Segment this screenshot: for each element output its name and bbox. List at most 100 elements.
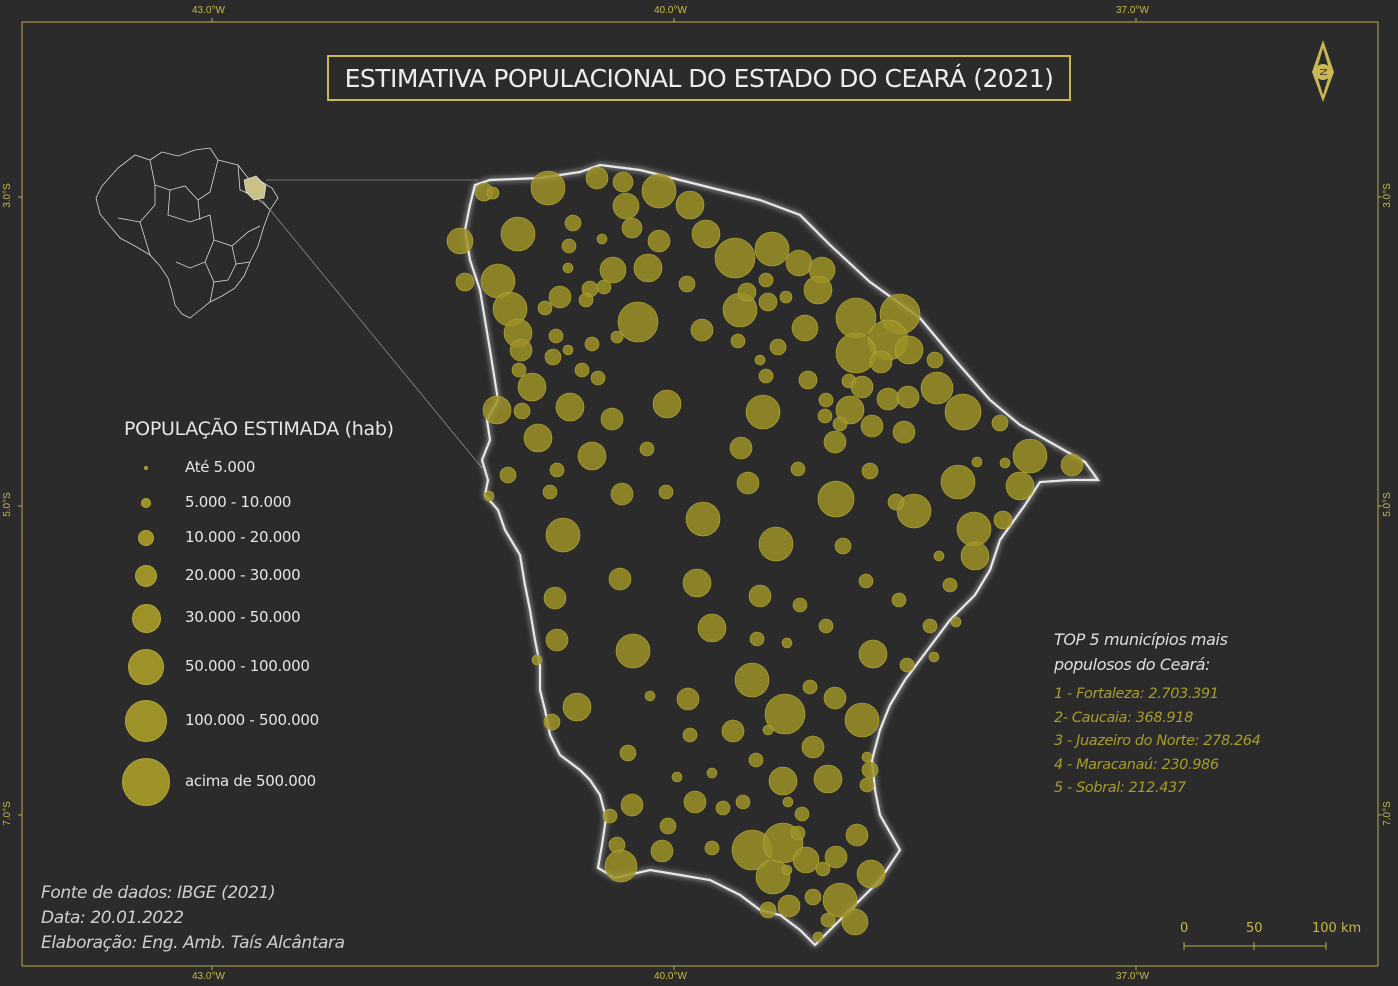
population-bubble <box>641 173 677 209</box>
legend-label: 20.000 - 30.000 <box>185 566 301 584</box>
population-bubble <box>549 462 565 478</box>
population-bubble <box>1005 471 1035 501</box>
lon-label-bottom-37: 37.0°W <box>1116 971 1149 982</box>
population-bubble <box>650 839 674 863</box>
population-bubble <box>734 662 770 698</box>
north-arrow-letter: N <box>1319 68 1330 75</box>
population-bubble <box>781 864 793 876</box>
population-bubble <box>676 687 700 711</box>
population-bubble <box>823 430 847 454</box>
population-bubble <box>754 231 790 267</box>
population-bubble <box>861 761 879 779</box>
top5-heading-line2: populosos do Ceará: <box>1054 655 1211 674</box>
population-bubble <box>511 362 527 378</box>
population-bubble <box>564 214 582 232</box>
legend-label: Até 5.000 <box>185 458 256 476</box>
population-bubble <box>748 752 764 768</box>
population-bubble <box>844 702 880 738</box>
population-bubble <box>617 301 659 343</box>
population-bubble <box>678 275 696 293</box>
population-bubble <box>755 859 791 895</box>
population-bubble <box>644 690 656 702</box>
population-bubble <box>1012 438 1048 474</box>
legend-symbol <box>122 758 170 806</box>
population-bubble <box>899 657 915 673</box>
population-bubble <box>817 408 833 424</box>
population-bubble <box>887 493 905 511</box>
population-bubble <box>585 166 609 190</box>
inset-connector-lines <box>261 179 483 469</box>
population-bubble <box>792 597 808 613</box>
population-bubble <box>729 436 753 460</box>
population-bubble <box>562 344 574 356</box>
population-bubble <box>652 389 682 419</box>
population-bubble <box>599 256 627 284</box>
population-bubble <box>858 573 874 589</box>
population-bubble <box>523 423 553 453</box>
population-bubble <box>892 420 916 444</box>
population-bubble <box>548 285 572 309</box>
legend-symbol <box>138 530 154 546</box>
credits-author: Elaboração: Eng. Amb. Taís Alcântara <box>41 933 345 953</box>
population-bubble <box>804 888 822 906</box>
top5-item: 3 - Juazeiro do Norte: 278.264 <box>1054 733 1261 749</box>
population-bubble <box>446 227 474 255</box>
scale-label-50: 50 <box>1246 921 1263 936</box>
population-bubble <box>841 908 869 936</box>
population-bubble <box>769 338 787 356</box>
population-bubble <box>803 275 833 305</box>
inset-ceara-highlight <box>243 175 267 201</box>
population-bubble <box>577 441 607 471</box>
population-bubble <box>758 272 774 288</box>
population-bubble <box>758 526 794 562</box>
population-bubble <box>956 511 992 547</box>
legend-symbol <box>141 498 151 508</box>
population-bubble <box>513 402 531 420</box>
population-bubble <box>815 861 831 877</box>
legend-label: 30.000 - 50.000 <box>185 608 301 626</box>
credits: Fonte de dados: IBGE (2021) Data: 20.01.… <box>41 881 345 956</box>
population-bubble <box>620 793 644 817</box>
population-bubble <box>561 238 577 254</box>
population-bubble <box>922 618 938 634</box>
population-bubble <box>785 249 813 277</box>
population-bubble <box>850 375 874 399</box>
population-bubble <box>621 217 643 239</box>
lon-label-top-37: 37.0°W <box>1116 5 1149 16</box>
legend-label: 5.000 - 10.000 <box>185 493 292 511</box>
top5-item: 2- Caucaia: 368.918 <box>1054 709 1193 726</box>
population-bubble <box>782 796 794 808</box>
population-bubble <box>671 771 683 783</box>
population-bubble <box>891 592 907 608</box>
population-bubble <box>813 764 843 794</box>
population-bubble <box>697 613 727 643</box>
lon-label-bottom-43: 43.0°W <box>192 971 225 982</box>
population-bubble <box>858 639 888 669</box>
population-bubble <box>483 490 495 502</box>
population-bubble <box>971 456 983 468</box>
population-bubble <box>820 912 836 928</box>
population-bubble <box>894 335 924 365</box>
population-bubble <box>633 253 663 283</box>
population-bubble <box>748 584 772 608</box>
population-bubble <box>574 362 590 378</box>
population-bubble <box>735 794 751 810</box>
population-bubble <box>942 577 958 593</box>
lat-label-left-3: 3.0°S <box>1 183 13 208</box>
population-bubble <box>715 800 731 816</box>
population-bubble <box>612 171 634 193</box>
legend-title: POPULAÇÃO ESTIMADA (hab) <box>124 418 394 440</box>
population-bubble <box>859 777 875 793</box>
population-bubble <box>600 407 624 431</box>
lat-label-right-7: 7.0°S <box>1381 801 1393 826</box>
lon-label-top-43: 43.0°W <box>192 5 225 16</box>
population-bubble <box>749 631 765 647</box>
population-bubble <box>562 262 574 274</box>
population-bubble <box>759 901 777 919</box>
top5-item: 4 - Maracanaú: 230.986 <box>1054 756 1219 773</box>
legend-label: acima de 500.000 <box>185 772 316 790</box>
population-bubble <box>762 724 774 736</box>
population-bubble <box>860 414 884 438</box>
population-bubble <box>500 216 536 252</box>
map-title: ESTIMATIVA POPULACIONAL DO ESTADO DO CEA… <box>327 55 1071 101</box>
